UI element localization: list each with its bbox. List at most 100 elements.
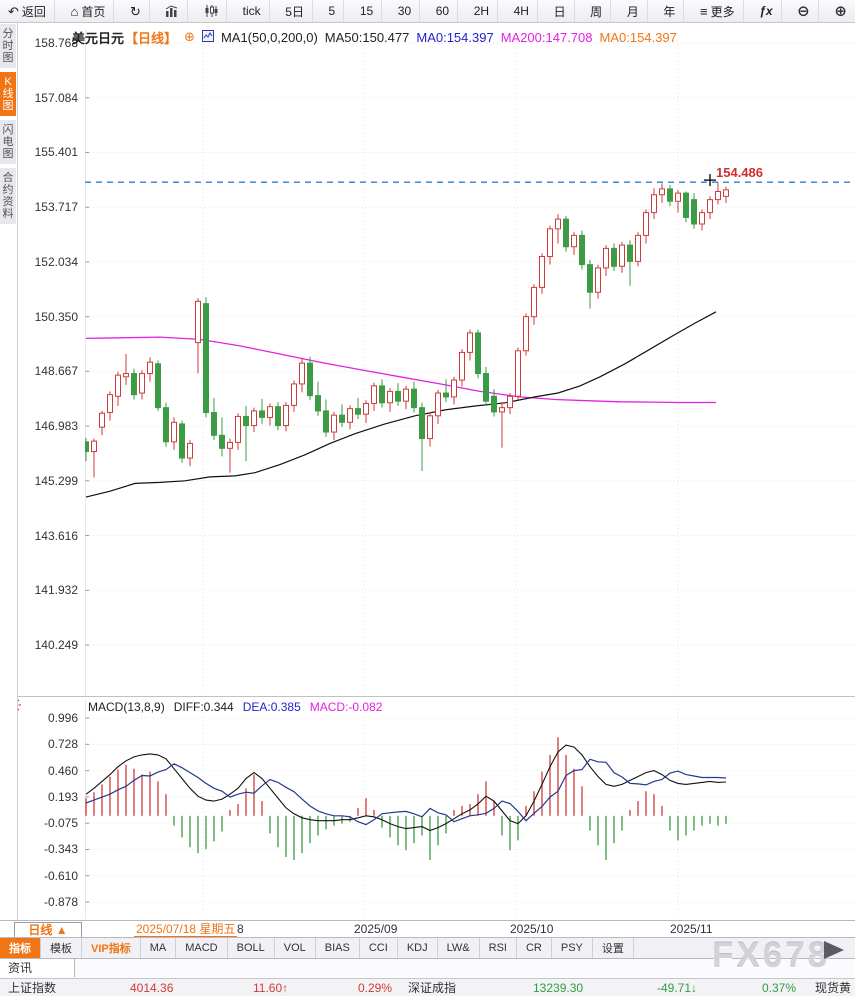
add-indicator-icon[interactable]: ⊕ bbox=[184, 29, 195, 44]
ticker-change-2: -49.71↓ bbox=[657, 981, 698, 995]
tab-news[interactable]: 资讯 bbox=[0, 959, 75, 977]
toolbar-label-more: 更多 bbox=[710, 4, 735, 19]
toolbar-label-day: 日 bbox=[553, 4, 566, 19]
toolbar-label-5d: 5日 bbox=[285, 4, 304, 19]
macd-axis-label: 0.996 bbox=[47, 711, 78, 725]
xaxis-label: 8 bbox=[237, 922, 244, 936]
crosshair-date-label: 2025/07/18 星期五 bbox=[134, 922, 238, 937]
toolbar-button-h2[interactable]: 2H bbox=[466, 0, 499, 22]
tab-indicator-14[interactable]: PSY bbox=[552, 938, 593, 958]
last-price-flag: 154.486 bbox=[716, 165, 763, 180]
ticker-pct-1: 0.29% bbox=[358, 981, 393, 995]
price-axis-label: 140.249 bbox=[34, 638, 78, 652]
ticker-value-2: 13239.30 bbox=[533, 981, 584, 995]
sidebar-item-4[interactable]: 合约资料 bbox=[0, 168, 16, 224]
refresh-icon: ↻ bbox=[129, 3, 141, 19]
tab-indicator-1[interactable]: 指标 bbox=[0, 938, 41, 958]
toolbar-button-week[interactable]: 周 bbox=[582, 0, 612, 22]
tab-indicator-13[interactable]: CR bbox=[517, 938, 552, 958]
toolbar-button-refresh[interactable]: ↻ bbox=[122, 0, 150, 22]
toolbar-button-year[interactable]: 年 bbox=[655, 0, 685, 22]
tab-indicator-15[interactable]: 设置 bbox=[593, 938, 634, 958]
macd-params: MACD(13,8,9) bbox=[88, 700, 165, 714]
toolbar-button-day[interactable]: 日 bbox=[546, 0, 575, 22]
price-axis-label: 148.667 bbox=[34, 364, 78, 379]
ma-settings: MA1(50,0,200,0) bbox=[220, 29, 318, 45]
toolbar-label-tick: tick bbox=[242, 4, 261, 18]
pane-divider[interactable] bbox=[18, 696, 855, 697]
index-ticker-row[interactable]: 上证指数 4014.36 11.60↑ 0.29% 深证成指 13239.30 -49.71… bbox=[0, 979, 855, 996]
price-axis-label: 152.034 bbox=[34, 254, 78, 269]
sidebar-item-3[interactable]: 闪电图 bbox=[0, 120, 16, 164]
macd-axis-label: 0.193 bbox=[47, 789, 78, 804]
toolbar-button-m5[interactable]: 5 bbox=[321, 0, 345, 22]
home-icon: ⌂ bbox=[70, 3, 79, 19]
toolbar-label-home: 首页 bbox=[81, 4, 106, 19]
tab-indicator-8[interactable]: BIAS bbox=[316, 938, 360, 958]
mini-chart-icon bbox=[201, 29, 214, 45]
toolbar-button-candle-chart[interactable] bbox=[196, 0, 228, 22]
toolbar-button-zoom-out[interactable]: ⊖ bbox=[789, 0, 819, 22]
macd-axis-label: 0.460 bbox=[47, 763, 78, 778]
price-axis-label: 146.983 bbox=[34, 419, 78, 434]
tab-indicator-9[interactable]: CCI bbox=[360, 938, 398, 958]
xaxis-row: 日线 ▲ 2025/07/18 星期五 8 2025/09 2025/10 2025/… bbox=[0, 920, 855, 938]
toolbar-button-home[interactable]: ⌂ 首页 bbox=[63, 0, 115, 22]
toolbar-label-month: 月 bbox=[626, 4, 639, 19]
tab-indicator-10[interactable]: KDJ bbox=[398, 938, 438, 958]
tab-indicator-2[interactable]: 模板 bbox=[41, 938, 82, 958]
tab-indicator-11[interactable]: LW& bbox=[438, 938, 480, 958]
toolbar-label-m60: 60 bbox=[435, 4, 450, 18]
macd-value: MACD:-0.082 bbox=[309, 700, 383, 714]
ma50-value: MA50:150.477 bbox=[324, 29, 410, 45]
bar-chart-icon bbox=[166, 5, 178, 17]
ticker-name-1: 上证指数 bbox=[8, 981, 57, 995]
macd-axis-label: -0.075 bbox=[43, 816, 78, 831]
ticker-value-1: 4014.36 bbox=[130, 981, 174, 995]
toolbar-button-5d[interactable]: 5日 bbox=[277, 0, 313, 22]
ticker-name-3: 现货黄 bbox=[815, 981, 852, 995]
toolbar-button-m15[interactable]: 15 bbox=[352, 0, 383, 22]
toolbar-button-tick[interactable]: tick bbox=[235, 0, 270, 22]
toolbar-button-month[interactable]: 月 bbox=[619, 0, 648, 22]
tab-indicator-7[interactable]: VOL bbox=[275, 938, 316, 958]
ticker-pct-2: 0.37% bbox=[762, 981, 797, 995]
tab-indicator-12[interactable]: RSI bbox=[480, 938, 517, 958]
toolbar-label-m5: 5 bbox=[328, 4, 336, 18]
toolbar-label-week: 周 bbox=[590, 4, 603, 19]
news-row: 资讯 bbox=[0, 959, 855, 979]
ticker-change-1: 11.60↑ bbox=[253, 981, 289, 995]
back-arrow-icon: ↶ bbox=[8, 3, 19, 19]
sidebar-item-1[interactable]: 分时图 bbox=[0, 24, 16, 68]
toolbar-button-h4[interactable]: 4H bbox=[506, 0, 538, 22]
toolbar-button-bar-chart[interactable] bbox=[157, 0, 189, 22]
tab-indicator-5[interactable]: MACD bbox=[176, 938, 228, 958]
candle-chart-icon bbox=[205, 5, 218, 17]
toolbar-label-back: 返回 bbox=[21, 4, 46, 19]
toolbar-label-h2: 2H bbox=[473, 4, 490, 18]
macd-axis-label: -0.878 bbox=[43, 895, 78, 909]
tab-indicator-4[interactable]: MA bbox=[141, 938, 177, 958]
macd-dea-value: DEA:0.385 bbox=[242, 700, 301, 714]
toolbar-button-back[interactable]: ↶ 返回 bbox=[0, 0, 55, 22]
toolbar-button-zoom-in[interactable]: ⊕ bbox=[826, 0, 855, 22]
tab-indicator-6[interactable]: BOLL bbox=[228, 938, 275, 958]
tab-indicator-3[interactable]: VIP指标 bbox=[82, 938, 141, 958]
toolbar-button-m30[interactable]: 30 bbox=[390, 0, 421, 22]
top-toolbar: ↶ 返回 ⌂ 首页 ↻ tick 5日 5 15 30 60 2H 4H 日 周 月 年 ≡ 更多 ƒx ⊖ ⊕ bbox=[0, 0, 855, 23]
xaxis-label: 2025/10 bbox=[510, 922, 554, 936]
period-selector-button[interactable]: 日线 ▲ bbox=[14, 922, 82, 938]
price-axis-label: 158.768 bbox=[34, 36, 78, 50]
toolbar-button-more[interactable]: ≡ 更多 bbox=[692, 0, 744, 22]
macd-axis-label: -0.343 bbox=[43, 842, 78, 857]
toolbar-button-fx[interactable]: ƒx bbox=[751, 0, 782, 22]
sidebar-item-2[interactable]: K线图 bbox=[0, 72, 16, 116]
zoom-out-icon: ⊖ bbox=[797, 2, 810, 20]
macd-chart[interactable] bbox=[85, 700, 855, 919]
period-tag: 【日线】 bbox=[125, 30, 178, 46]
price-axis-label: 141.932 bbox=[34, 583, 78, 598]
toolbar-label-year: 年 bbox=[663, 4, 676, 19]
toolbar-label-h4: 4H bbox=[513, 4, 529, 18]
candlestick-chart[interactable] bbox=[85, 30, 855, 696]
toolbar-button-m60[interactable]: 60 bbox=[428, 0, 459, 22]
